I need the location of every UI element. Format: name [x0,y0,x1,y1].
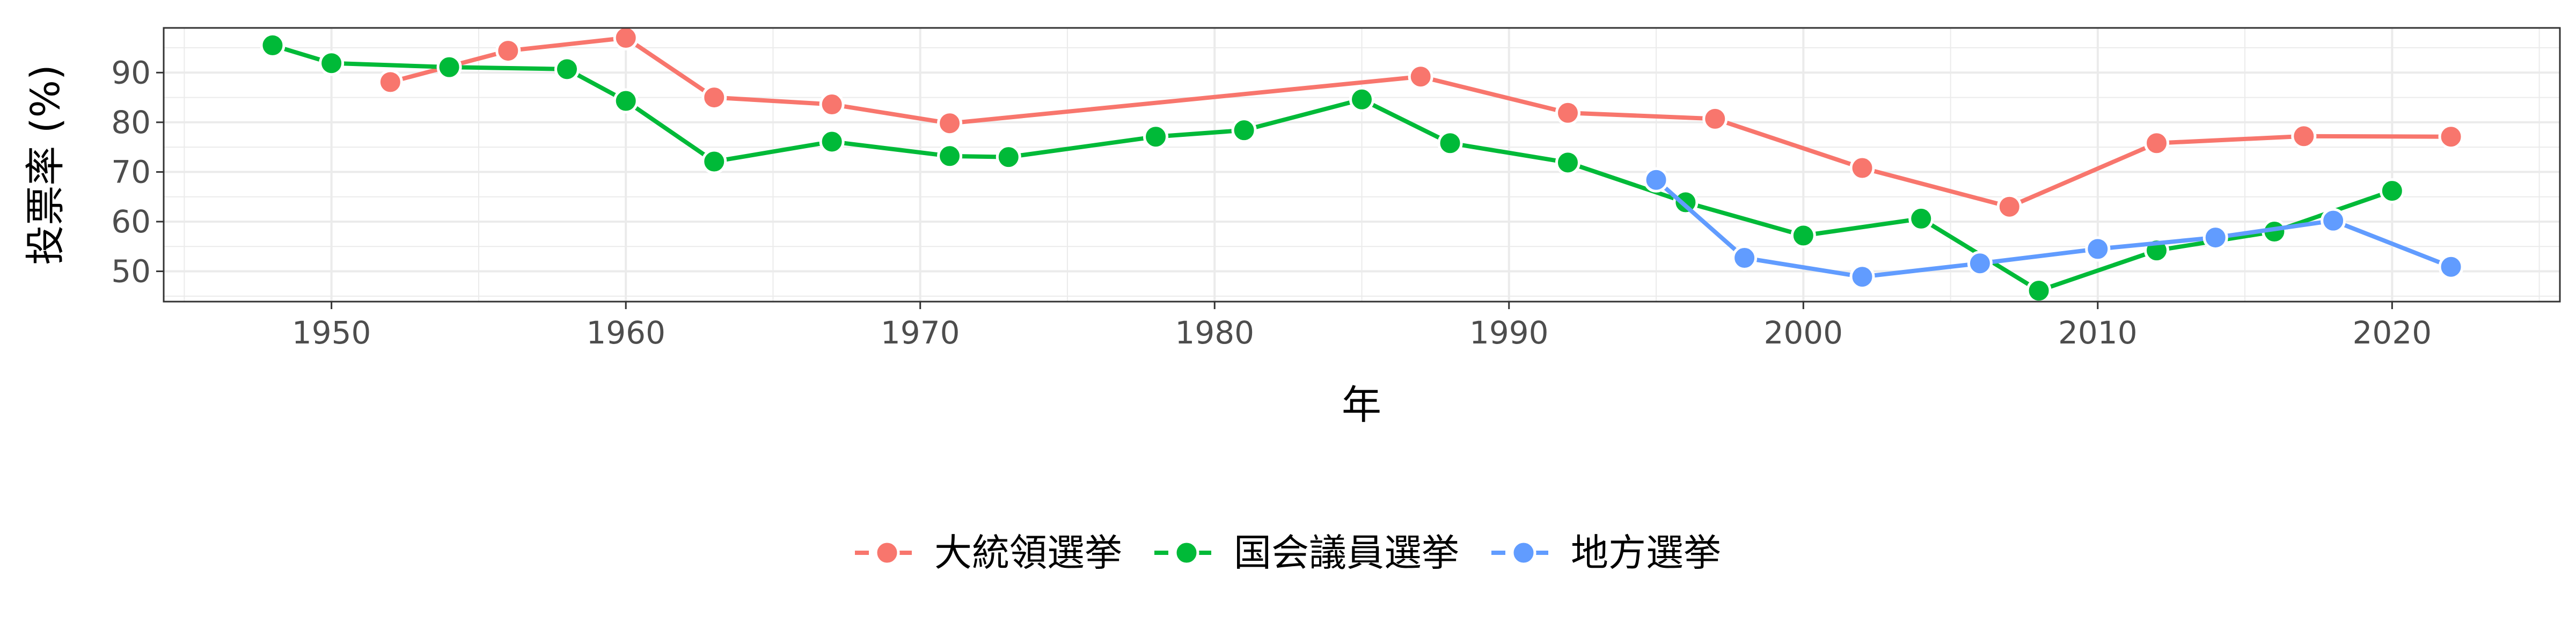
data-point [2291,123,2317,149]
data-point [495,38,521,64]
x-tick-label: 1970 [881,314,960,351]
data-point [2321,208,2346,233]
data-point [1555,150,1580,175]
data-point [701,149,727,174]
legend-key-point [1174,540,1199,566]
data-point [1849,155,1875,181]
y-tick-label: 90 [111,54,151,91]
legend-label: 地方選挙 [1571,531,1721,575]
y-tick-label: 80 [111,104,151,141]
data-point [1732,245,1758,271]
y-axis-title: 投票率 (%) [23,64,69,265]
series-3 [1643,167,2464,290]
data-point [1555,100,1580,126]
legend-label: 国会議員選挙 [1234,531,1459,575]
x-axis-title: 年 [1342,382,1381,428]
x-tick-label: 1980 [1175,314,1254,351]
plot-border [163,27,2561,303]
data-point [1408,64,1433,90]
x-tick-label: 2020 [2353,314,2432,351]
data-point [2379,178,2405,204]
data-point [1143,124,1169,150]
series-1 [377,25,2464,219]
data-point [1996,194,2022,219]
legend-item: 大統領選挙 [855,531,1122,575]
x-tick-label: 2010 [2058,314,2138,351]
x-axis: 1950 1960 1970 1980 1990 2000 2010 2020 [292,302,2432,351]
data-point [1231,118,1257,143]
data-point [2438,124,2464,150]
x-tick-label: 2000 [1763,314,1843,351]
y-axis: 50 60 70 80 90 [111,54,164,290]
data-point [1967,251,1993,276]
data-point [2202,225,2228,251]
y-tick-label: 50 [111,253,151,290]
legend-item: 地方選挙 [1491,531,1721,575]
data-point [554,56,580,82]
legend-key-point [1511,540,1536,566]
series-line [1654,178,2454,279]
data-point [937,143,963,169]
data-point [319,50,345,76]
y-tick-label: 60 [111,203,151,240]
legend-key-point [874,540,900,566]
data-point [1643,167,1669,193]
data-point [260,32,286,58]
data-point [613,88,639,114]
data-point [377,69,403,95]
data-point [1673,189,1699,215]
data-point [2085,236,2111,262]
series-2 [260,32,2405,304]
data-point [701,85,727,111]
series-layer [260,25,2464,304]
data-point [819,129,845,155]
series-line [388,35,2454,209]
data-point [1349,86,1374,112]
legend-label: 大統領選挙 [934,531,1122,575]
y-tick-label: 70 [111,153,151,190]
data-point [1849,264,1875,290]
data-point [1437,130,1463,156]
legend: 大統領選挙 国会議員選挙 地方選挙 [855,531,1721,575]
data-point [2438,254,2464,280]
data-point [613,25,639,51]
data-point [436,54,462,80]
legend-item: 国会議員選挙 [1154,531,1459,575]
data-point [1702,106,1728,131]
data-point [996,144,1021,170]
x-tick-label: 1950 [292,314,371,351]
data-point [1908,206,1934,231]
x-tick-label: 1990 [1469,314,1549,351]
data-point [819,92,845,118]
data-point [1790,223,1816,248]
data-point [2144,130,2170,156]
x-tick-label: 1960 [586,314,665,351]
data-point [937,111,963,136]
data-point [2026,278,2052,304]
